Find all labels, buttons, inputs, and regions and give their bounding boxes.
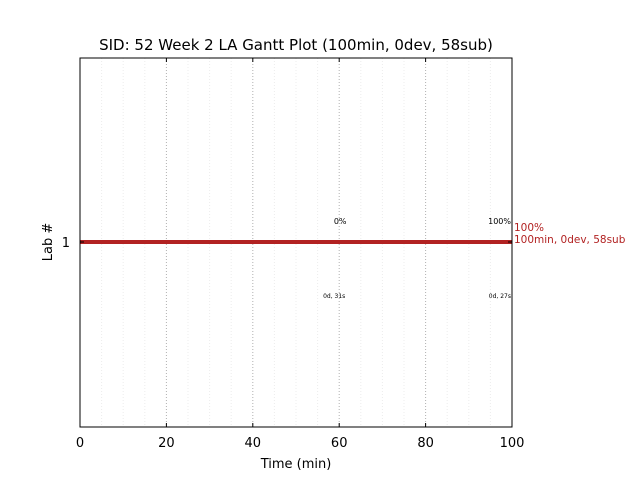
x-tick-label: 40: [245, 436, 262, 451]
chart-title: SID: 52 Week 2 LA Gantt Plot (100min, 0d…: [99, 36, 493, 54]
duration-label: 0d, 27s: [489, 293, 511, 300]
duration-label: 0d, 31s: [323, 293, 345, 300]
x-axis-label: Time (min): [260, 457, 332, 472]
x-tick-label: 80: [417, 436, 434, 451]
progress-label: 0%: [334, 217, 347, 226]
x-tick-label: 20: [158, 436, 175, 451]
x-axis-ticks: 0 20 40 60 80 100: [76, 58, 525, 451]
bar-annotation-line: 100min, 0dev, 58sub: [514, 234, 626, 246]
y-axis-label: Lab #: [41, 223, 56, 262]
progress-label: 100%: [488, 217, 511, 226]
x-tick-label: 100: [500, 436, 525, 451]
x-tick-label: 0: [76, 436, 84, 451]
x-tick-label: 60: [331, 436, 348, 451]
y-tick-label: 1: [62, 236, 70, 251]
bar-annotation-line: 100%: [514, 222, 544, 234]
y-axis-ticks: 1: [62, 236, 512, 251]
point-labels: 0% 0d, 31s 100% 0d, 27s: [323, 217, 511, 300]
bar-annotation: 100%100min, 0dev, 58sub: [514, 222, 626, 246]
